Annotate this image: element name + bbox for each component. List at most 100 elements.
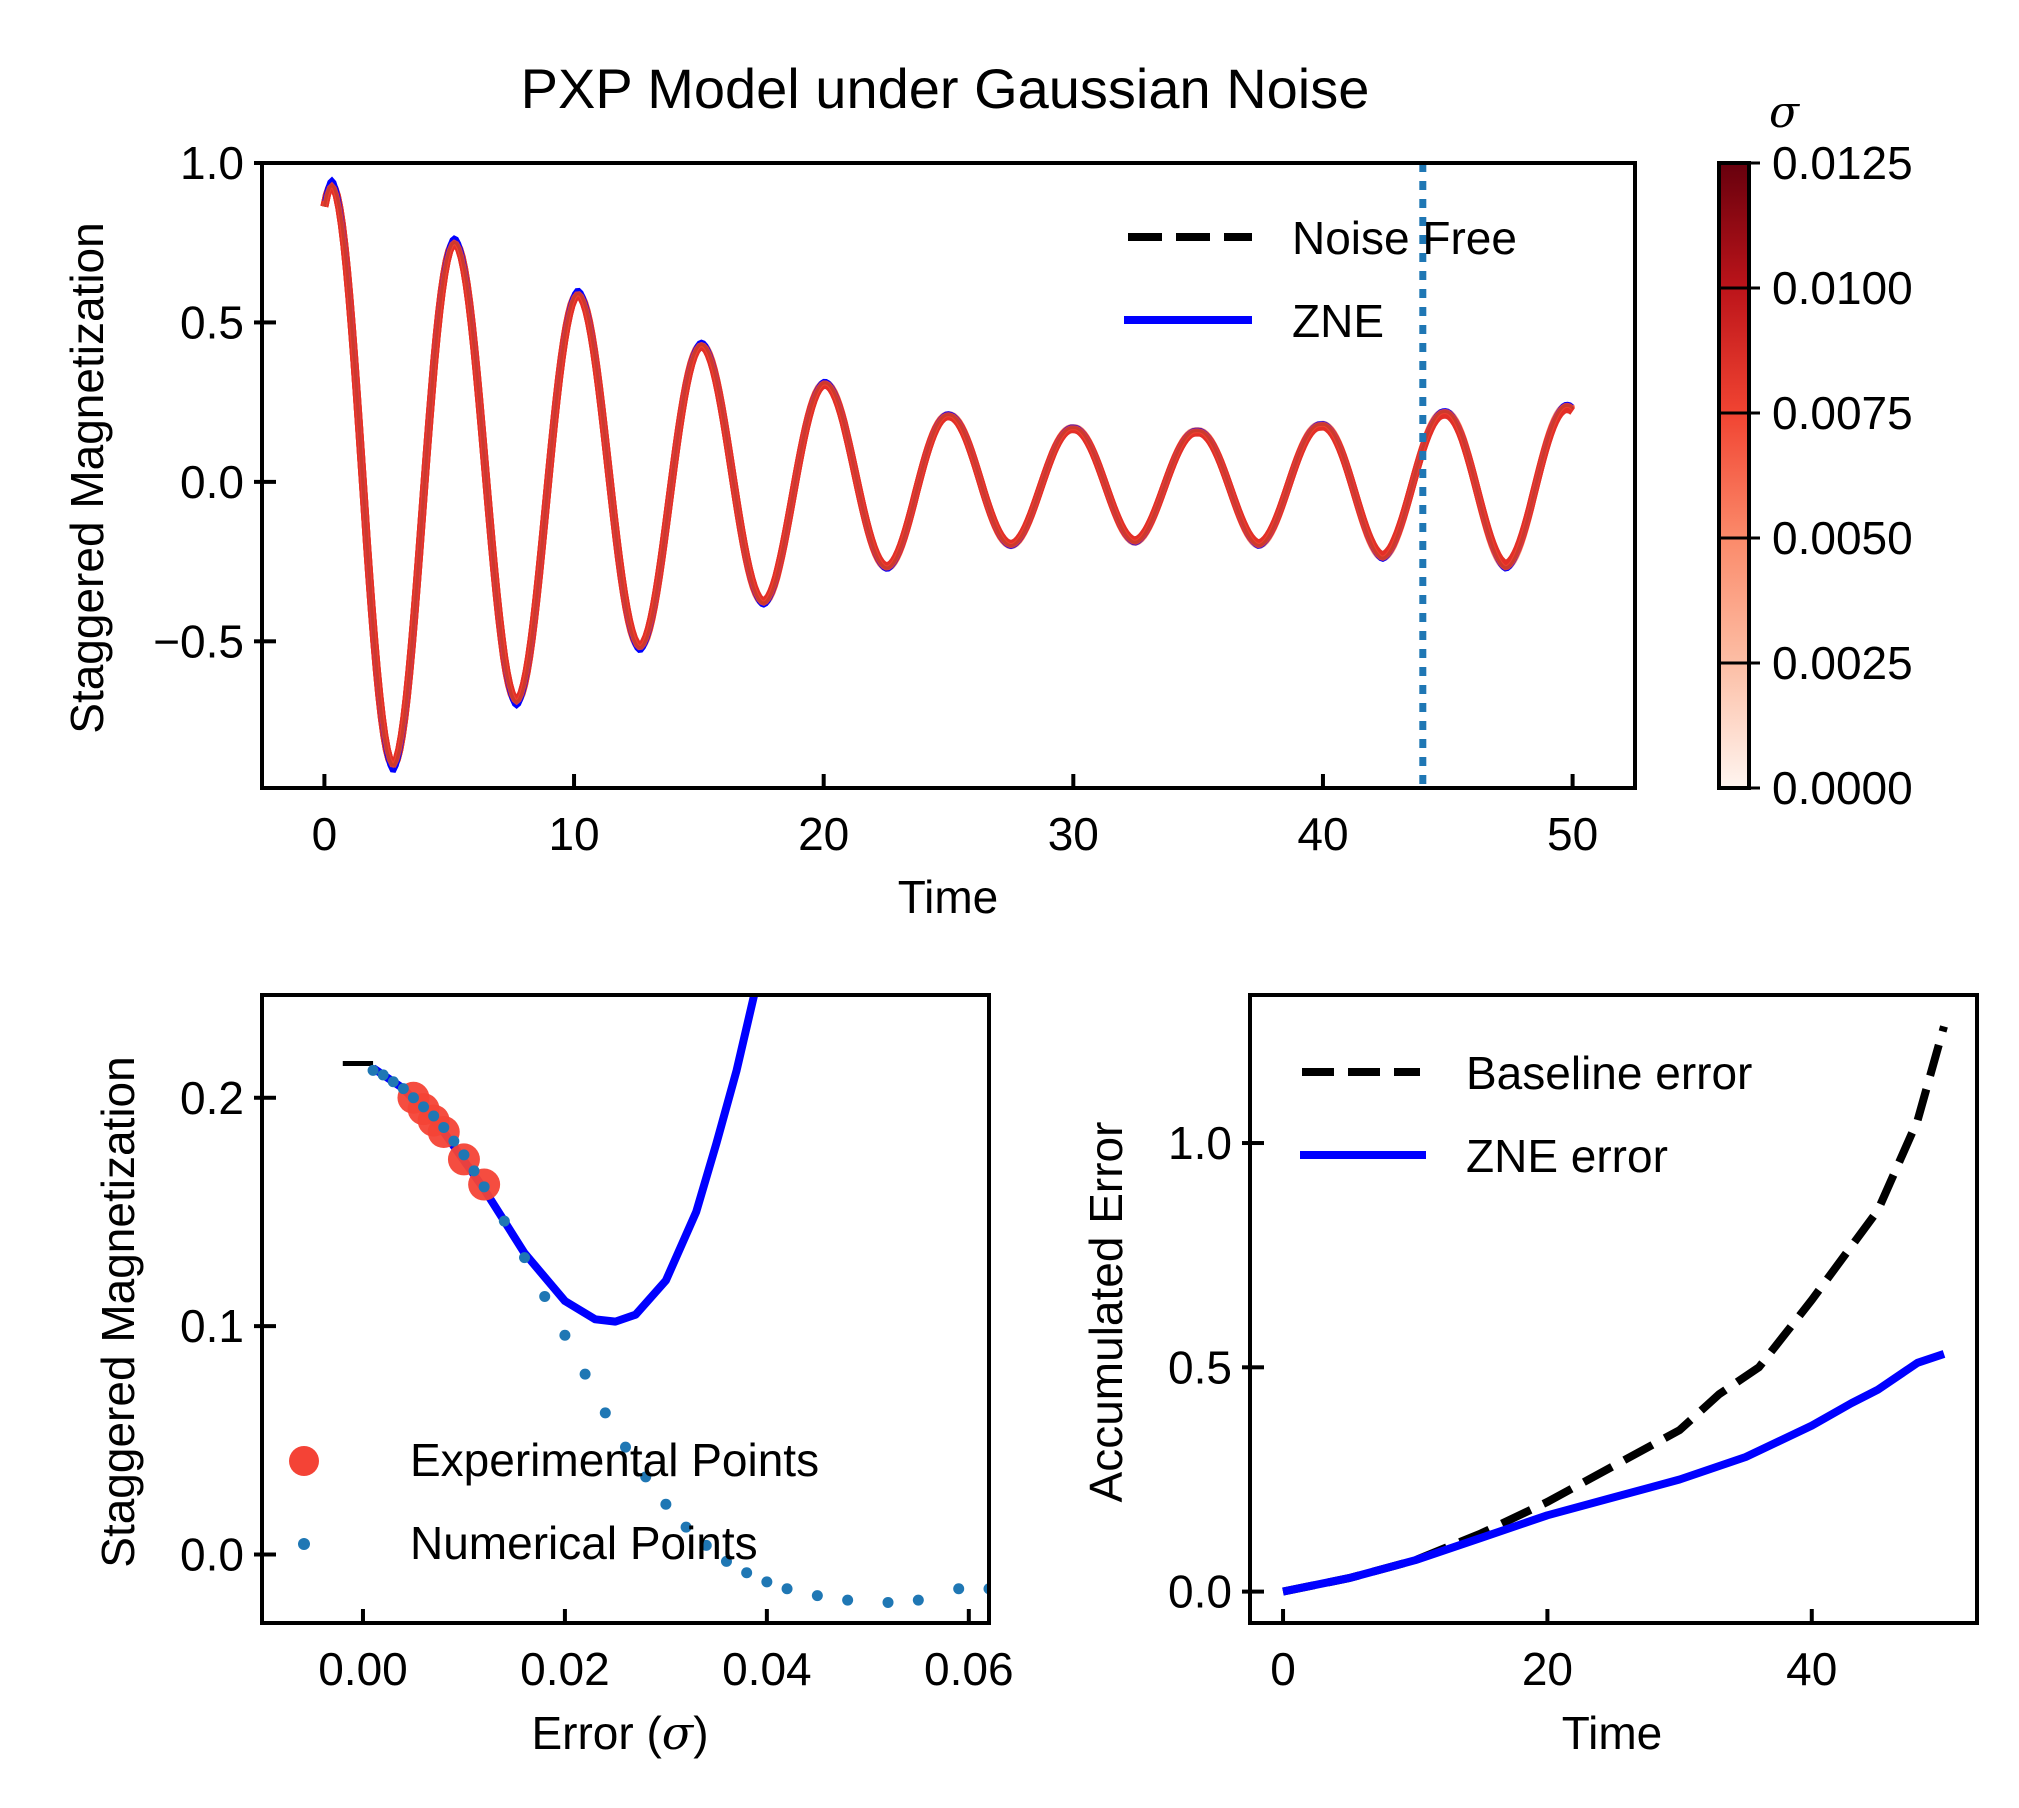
y-tick-label: 1.0 xyxy=(1168,1117,1232,1169)
x-tick-label: 40 xyxy=(1786,1643,1837,1695)
colorbar-tick-label: 0.0025 xyxy=(1772,637,1913,689)
colorbar-tick-label: 0.0050 xyxy=(1772,512,1913,564)
xlabel-sigma: σ xyxy=(662,1706,695,1760)
y-tick-label: 1.0 xyxy=(180,137,244,189)
fit-curve-line xyxy=(370,995,759,1326)
numerical-point xyxy=(498,1215,510,1227)
xlabel-close: ) xyxy=(693,1707,708,1759)
top-panel: 0 10 20 30 40 50 −0.5 0.0 0.5 1.0 Time Staggered … xyxy=(61,137,1637,923)
bottom-right-panel-ylabel: Accumulated Error xyxy=(1080,1122,1132,1503)
numerical-point xyxy=(700,1539,712,1551)
numerical-point xyxy=(367,1064,379,1076)
top-panel-ylabel: Staggered Magnetization xyxy=(61,222,113,733)
numerical-point xyxy=(397,1083,409,1095)
x-tick-label: 0 xyxy=(1270,1643,1296,1695)
numerical-point xyxy=(811,1590,823,1602)
numerical-point xyxy=(478,1181,490,1193)
top-panel-frame xyxy=(260,161,1637,790)
zne-error-line xyxy=(1282,1350,1946,1596)
numerical-point xyxy=(579,1368,591,1380)
colorbar-tick-label: 0.0100 xyxy=(1772,262,1913,314)
numerical-point xyxy=(599,1407,611,1419)
bottom-right-panel-marks: 0 20 40 0.0 0.5 1.0 xyxy=(1168,1025,1948,1695)
baseline-error-line xyxy=(1282,1025,1948,1596)
y-tick-label: 0.0 xyxy=(180,456,244,508)
numerical-point xyxy=(741,1567,753,1579)
numerical-point xyxy=(428,1110,440,1122)
numerical-point xyxy=(407,1092,419,1104)
colorbar: 0.0000 0.0025 0.0050 0.0075 0.0100 0.0125 σ xyxy=(1717,87,1913,814)
numerical-point xyxy=(448,1135,460,1147)
bottom-right-panel-legend: Baseline error ZNE error xyxy=(1300,1047,1752,1182)
legend-numerical-swatch xyxy=(298,1538,310,1550)
x-tick-label: 0.06 xyxy=(924,1643,1014,1695)
x-tick-label: 0.04 xyxy=(722,1643,812,1695)
x-tick-label: 20 xyxy=(798,808,849,860)
legend-experimental-label: Experimental Points xyxy=(410,1434,819,1486)
bottom-right-panel: 0 20 40 0.0 0.5 1.0 Time Accumulated Error Ba… xyxy=(1080,993,1979,1759)
numerical-point xyxy=(559,1329,571,1341)
numerical-point xyxy=(912,1594,924,1606)
bottom-left-panel-ylabel: Staggered Magnetization xyxy=(92,1056,144,1567)
top-panel-xlabel: Time xyxy=(898,871,999,923)
numerical-point xyxy=(761,1576,773,1588)
y-tick-label: 0.5 xyxy=(1168,1341,1232,1393)
legend-noise-free-label: Noise Free xyxy=(1292,212,1517,264)
noisy-series xyxy=(320,181,1575,769)
numerical-point xyxy=(953,1583,965,1595)
numerical-point xyxy=(418,1101,430,1113)
numerical-point xyxy=(640,1471,652,1483)
y-tick-label: 0.1 xyxy=(180,1300,244,1352)
numerical-point xyxy=(620,1441,631,1453)
x-tick-label: 0 xyxy=(312,808,338,860)
colorbar-tick-label: 0.0075 xyxy=(1772,387,1913,439)
colorbar-ticks: 0.0000 0.0025 0.0050 0.0075 0.0100 0.0125 xyxy=(1719,137,1913,814)
x-tick-label: 30 xyxy=(1048,808,1099,860)
numerical-point xyxy=(680,1521,692,1533)
x-tick-label: 10 xyxy=(548,808,599,860)
numerical-point xyxy=(660,1498,672,1510)
numerical-point xyxy=(519,1252,531,1264)
y-tick-label: 0.0 xyxy=(1168,1566,1232,1618)
numerical-point xyxy=(720,1555,732,1567)
numerical-point xyxy=(387,1076,399,1088)
legend-zne-label: ZNE xyxy=(1292,295,1384,347)
x-tick-label: 40 xyxy=(1297,808,1348,860)
bottom-left-panel-xlabel: Error (σ) xyxy=(531,1706,708,1760)
bottom-left-panel: 0.00 0.02 0.04 0.06 0.0 0.1 0.2 Error (σ) Stag… xyxy=(92,993,1014,1760)
x-tick-label: 0.02 xyxy=(520,1643,610,1695)
bottom-left-panel-marks: 0.00 0.02 0.04 0.06 0.0 0.1 0.2 xyxy=(180,995,1014,1695)
x-tick-label: 0.00 xyxy=(318,1643,408,1695)
bottom-right-panel-frame xyxy=(1248,993,1979,1625)
colorbar-label: σ xyxy=(1769,87,1801,138)
numerical-point xyxy=(539,1290,551,1302)
numerical-point xyxy=(458,1149,470,1161)
bottom-left-panel-legend: Experimental Points Numerical Points xyxy=(289,1434,819,1569)
bottom-left-panel-frame xyxy=(260,993,991,1625)
numerical-point xyxy=(468,1165,480,1177)
x-tick-label: 50 xyxy=(1547,808,1598,860)
numerical-point xyxy=(882,1596,894,1608)
legend-experimental-swatch xyxy=(289,1446,319,1476)
top-panel-marks: 0 10 20 30 40 50 −0.5 0.0 0.5 1.0 xyxy=(153,137,1598,860)
y-tick-label: 0.0 xyxy=(180,1528,244,1580)
numerical-point xyxy=(377,1069,389,1081)
bottom-right-panel-xlabel: Time xyxy=(1562,1707,1663,1759)
numerical-point xyxy=(438,1121,450,1133)
colorbar-tick-label: 0.0125 xyxy=(1772,137,1913,189)
legend-zne-error-label: ZNE error xyxy=(1466,1130,1668,1182)
top-panel-legend: Noise Free ZNE xyxy=(1124,212,1517,347)
colorbar-tick-label: 0.0000 xyxy=(1772,762,1913,814)
y-tick-label: 0.5 xyxy=(180,296,244,348)
figure-title: PXP Model under Gaussian Noise xyxy=(521,57,1370,120)
legend-numerical-label: Numerical Points xyxy=(410,1517,758,1569)
legend-baseline-label: Baseline error xyxy=(1466,1047,1752,1099)
x-tick-label: 20 xyxy=(1522,1643,1573,1695)
y-tick-label: −0.5 xyxy=(153,615,244,667)
y-tick-label: 0.2 xyxy=(180,1072,244,1124)
xlabel-text: Error ( xyxy=(531,1707,662,1759)
noisy-series-top xyxy=(321,181,1575,768)
numerical-point xyxy=(842,1594,854,1606)
colorbar-gradient xyxy=(1717,161,1751,790)
